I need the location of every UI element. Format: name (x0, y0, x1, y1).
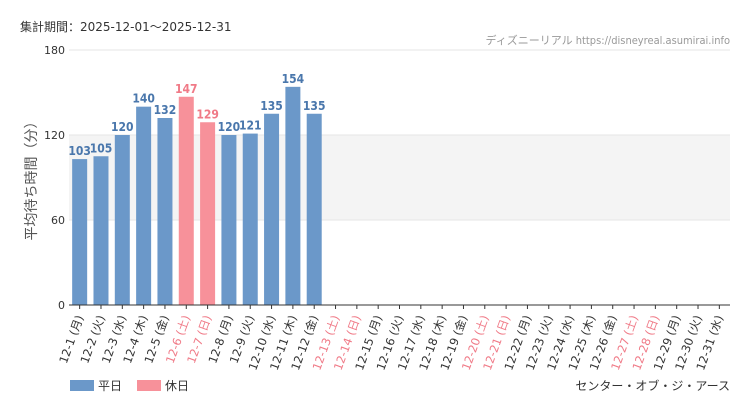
attraction-name: センター・オブ・ジ・アース (575, 378, 730, 393)
y-tick-label: 0 (58, 299, 65, 312)
bar (136, 106, 152, 306)
y-tick-label: 120 (44, 129, 65, 142)
data-label: 147 (175, 82, 198, 96)
data-label: 105 (90, 141, 113, 155)
y-tick-label: 180 (44, 44, 65, 57)
legend: 平日 休日 (70, 379, 189, 393)
data-label: 129 (196, 107, 219, 121)
bar (242, 133, 258, 305)
bar (93, 156, 109, 305)
period-text: 集計期間：2025-12-01〜2025-12-31 (20, 19, 231, 34)
data-label: 120 (218, 120, 241, 134)
bar (264, 113, 280, 305)
x-axis-ticks: 12-1 (月)12-2 (火)12-3 (水)12-4 (木)12-5 (金)… (56, 305, 726, 372)
data-label: 135 (303, 99, 326, 113)
legend-swatch-holiday (137, 380, 161, 391)
y-tick-label: 60 (51, 214, 65, 227)
data-label: 120 (111, 120, 134, 134)
data-label: 154 (282, 72, 305, 86)
y-axis-label: 平均待ち時間（分） (24, 115, 40, 241)
data-label: 103 (68, 144, 91, 158)
credit-text: ディズニーリアル https://disneyreal.asumirai.inf… (486, 33, 730, 47)
y-axis-ticks: 0 60 120 180 (44, 44, 65, 312)
legend-label-weekday: 平日 (98, 379, 122, 393)
bars (72, 86, 322, 306)
data-label: 140 (132, 92, 155, 106)
bar (306, 113, 322, 305)
bar (178, 96, 194, 305)
legend-swatch-weekday (70, 380, 94, 391)
bar (114, 135, 130, 305)
bar (285, 86, 301, 305)
legend-label-holiday: 休日 (165, 379, 189, 393)
bar (157, 118, 173, 305)
data-label: 135 (260, 99, 283, 113)
bar (72, 159, 88, 305)
data-label: 121 (239, 119, 262, 133)
bar (221, 135, 237, 305)
bar (200, 122, 216, 305)
data-label: 132 (154, 103, 177, 117)
